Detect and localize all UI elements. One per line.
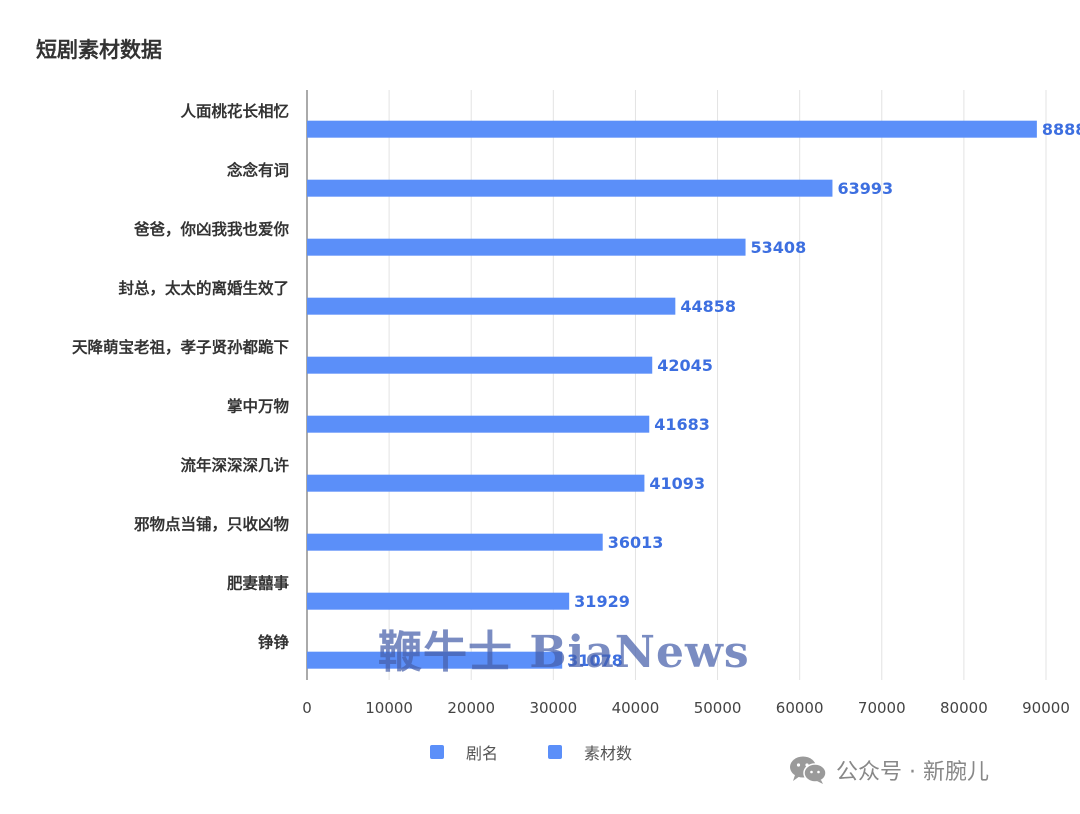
- category-label: 邪物点当铺，只收凶物: [133, 515, 290, 534]
- legend-label-count: 素材数: [584, 744, 633, 763]
- chart-title: 短剧素材数据: [36, 38, 162, 62]
- category-label: 掌中万物: [227, 397, 290, 416]
- wechat-credit: 公众号 · 新腕儿: [788, 754, 989, 786]
- bar: [307, 415, 650, 433]
- bar: [307, 356, 653, 374]
- category-label: 人面桃花长相忆: [180, 102, 289, 121]
- category-label: 天降萌宝老祖，孝子贤孙都跪下: [72, 338, 289, 357]
- x-tick-label: 60000: [776, 699, 824, 717]
- x-tick-label: 20000: [447, 699, 495, 717]
- legend-swatch-name: [430, 745, 444, 759]
- bar: [307, 179, 833, 197]
- x-tick-label: 90000: [1022, 699, 1070, 717]
- bar: [307, 651, 563, 669]
- bar: [307, 297, 676, 315]
- category-label: 封总，太太的离婚生效了: [118, 279, 289, 298]
- data-label: 41093: [649, 474, 705, 493]
- data-label: 31929: [574, 592, 630, 611]
- x-tick-label: 50000: [694, 699, 742, 717]
- category-label: 铮铮: [258, 633, 290, 652]
- bar: [307, 592, 570, 610]
- data-label: 53408: [751, 238, 807, 257]
- data-label: 8888: [1042, 120, 1080, 139]
- bar: [307, 238, 746, 256]
- category-label: 肥妻囍事: [227, 574, 290, 593]
- legend: 剧名 素材数: [430, 740, 632, 764]
- legend-item-name[interactable]: 剧名: [430, 740, 498, 764]
- x-tick-label: 40000: [612, 699, 660, 717]
- x-tick-label: 70000: [858, 699, 906, 717]
- x-tick-label: 10000: [365, 699, 413, 717]
- legend-item-count[interactable]: 素材数: [548, 740, 632, 764]
- wechat-icon: [790, 756, 827, 784]
- category-label: 流年深深深几许: [180, 456, 289, 475]
- category-label: 念念有词: [226, 161, 289, 180]
- legend-swatch-count: [548, 745, 563, 759]
- legend-label-name: 剧名: [466, 744, 499, 763]
- data-label: 31078: [567, 651, 623, 670]
- data-label: 63993: [837, 179, 893, 198]
- bar: [307, 533, 603, 551]
- x-tick-label: 30000: [529, 699, 577, 717]
- category-label: 爸爸，你凶我我也爱你: [133, 220, 290, 239]
- data-label: 36013: [608, 533, 664, 552]
- bar: [307, 474, 645, 492]
- x-tick-label: 0: [302, 699, 312, 717]
- data-label: 41683: [654, 415, 710, 434]
- watermark-logo: 鞭牛士 BiaNews: [378, 627, 750, 678]
- x-tick-label: 80000: [940, 699, 988, 717]
- data-label: 44858: [680, 297, 736, 316]
- data-label: 42045: [657, 356, 713, 375]
- bar: [307, 120, 1037, 138]
- credit-text: 公众号 · 新腕儿: [836, 760, 989, 785]
